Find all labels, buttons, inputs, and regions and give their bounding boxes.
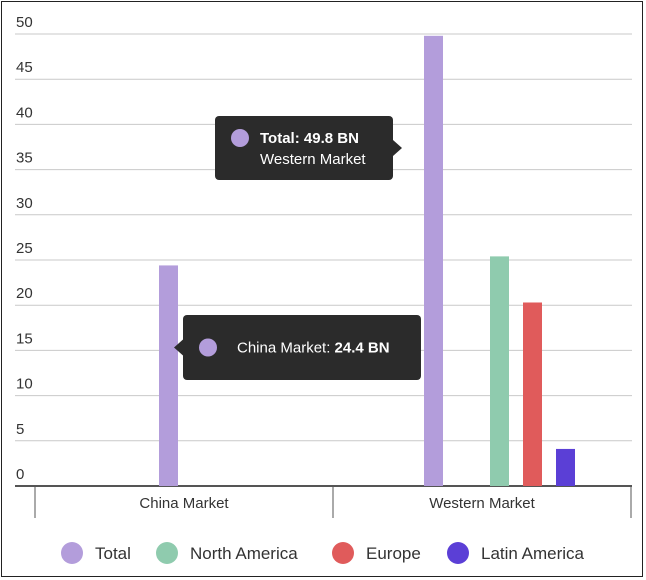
legend: Total North America Europe Latin America	[61, 542, 585, 564]
legend-item-latin-america[interactable]: Latin America	[447, 542, 585, 564]
legend-item-north-america[interactable]: North America	[156, 542, 298, 564]
bar-total-china-market[interactable]	[159, 265, 178, 486]
x-category-label: Western Market	[429, 495, 535, 512]
tooltip: China Market: 24.4 BN	[174, 315, 421, 380]
y-tick-label: 35	[16, 150, 33, 167]
x-axis-category-labels: China Market Western Market	[139, 495, 535, 512]
tooltip-pointer	[174, 339, 183, 356]
legend-marker	[447, 542, 469, 564]
y-tick-label: 5	[16, 421, 24, 438]
y-axis-tick-labels: 0 5 10 15 20 25 30 35 40 45 50	[16, 14, 33, 483]
legend-label: Total	[95, 544, 131, 563]
legend-label: North America	[190, 544, 298, 563]
tooltip-marker	[199, 338, 217, 357]
legend-marker	[156, 542, 178, 564]
tooltip-box	[215, 116, 393, 180]
bar-latin-america-western-market[interactable]	[556, 448, 575, 486]
tooltip-marker	[231, 129, 249, 147]
tooltip-pointer	[393, 140, 402, 156]
tooltips: Total: 49.8 BN Western Market China Market…	[174, 116, 421, 380]
x-category-label: China Market	[139, 495, 229, 512]
bar-total-western-market[interactable]	[424, 35, 443, 487]
tooltip-line1: China Market: 24.4 BN	[237, 340, 390, 357]
y-tick-label: 50	[16, 14, 33, 31]
legend-label: Latin America	[481, 544, 585, 563]
bars	[159, 35, 575, 487]
y-tick-label: 20	[16, 285, 33, 302]
y-tick-label: 10	[16, 376, 33, 393]
y-tick-label: 25	[16, 240, 33, 257]
tooltip-value: 24.4 BN	[335, 340, 390, 357]
tooltip-prefix: China Market:	[237, 340, 335, 357]
legend-item-total[interactable]: Total	[61, 542, 131, 564]
y-tick-label: 15	[16, 330, 33, 347]
legend-item-europe[interactable]: Europe	[332, 542, 421, 564]
legend-marker	[61, 542, 83, 564]
y-tick-label: 30	[16, 195, 33, 212]
bar-north-america-western-market[interactable]	[490, 256, 509, 486]
tooltip: Total: 49.8 BN Western Market	[215, 116, 402, 180]
tooltip-line1: Total: 49.8 BN	[260, 130, 359, 147]
x-axis	[15, 485, 632, 518]
tooltip-line2: Western Market	[260, 151, 366, 168]
y-tick-label: 45	[16, 59, 33, 76]
grid-lines	[15, 33, 632, 442]
bar-europe-western-market[interactable]	[523, 302, 542, 486]
tooltip-value: Total: 49.8 BN	[260, 130, 359, 147]
legend-marker	[332, 542, 354, 564]
legend-label: Europe	[366, 544, 421, 563]
y-tick-label: 0	[16, 466, 24, 483]
y-tick-label: 40	[16, 104, 33, 121]
tooltip-box	[183, 315, 421, 380]
